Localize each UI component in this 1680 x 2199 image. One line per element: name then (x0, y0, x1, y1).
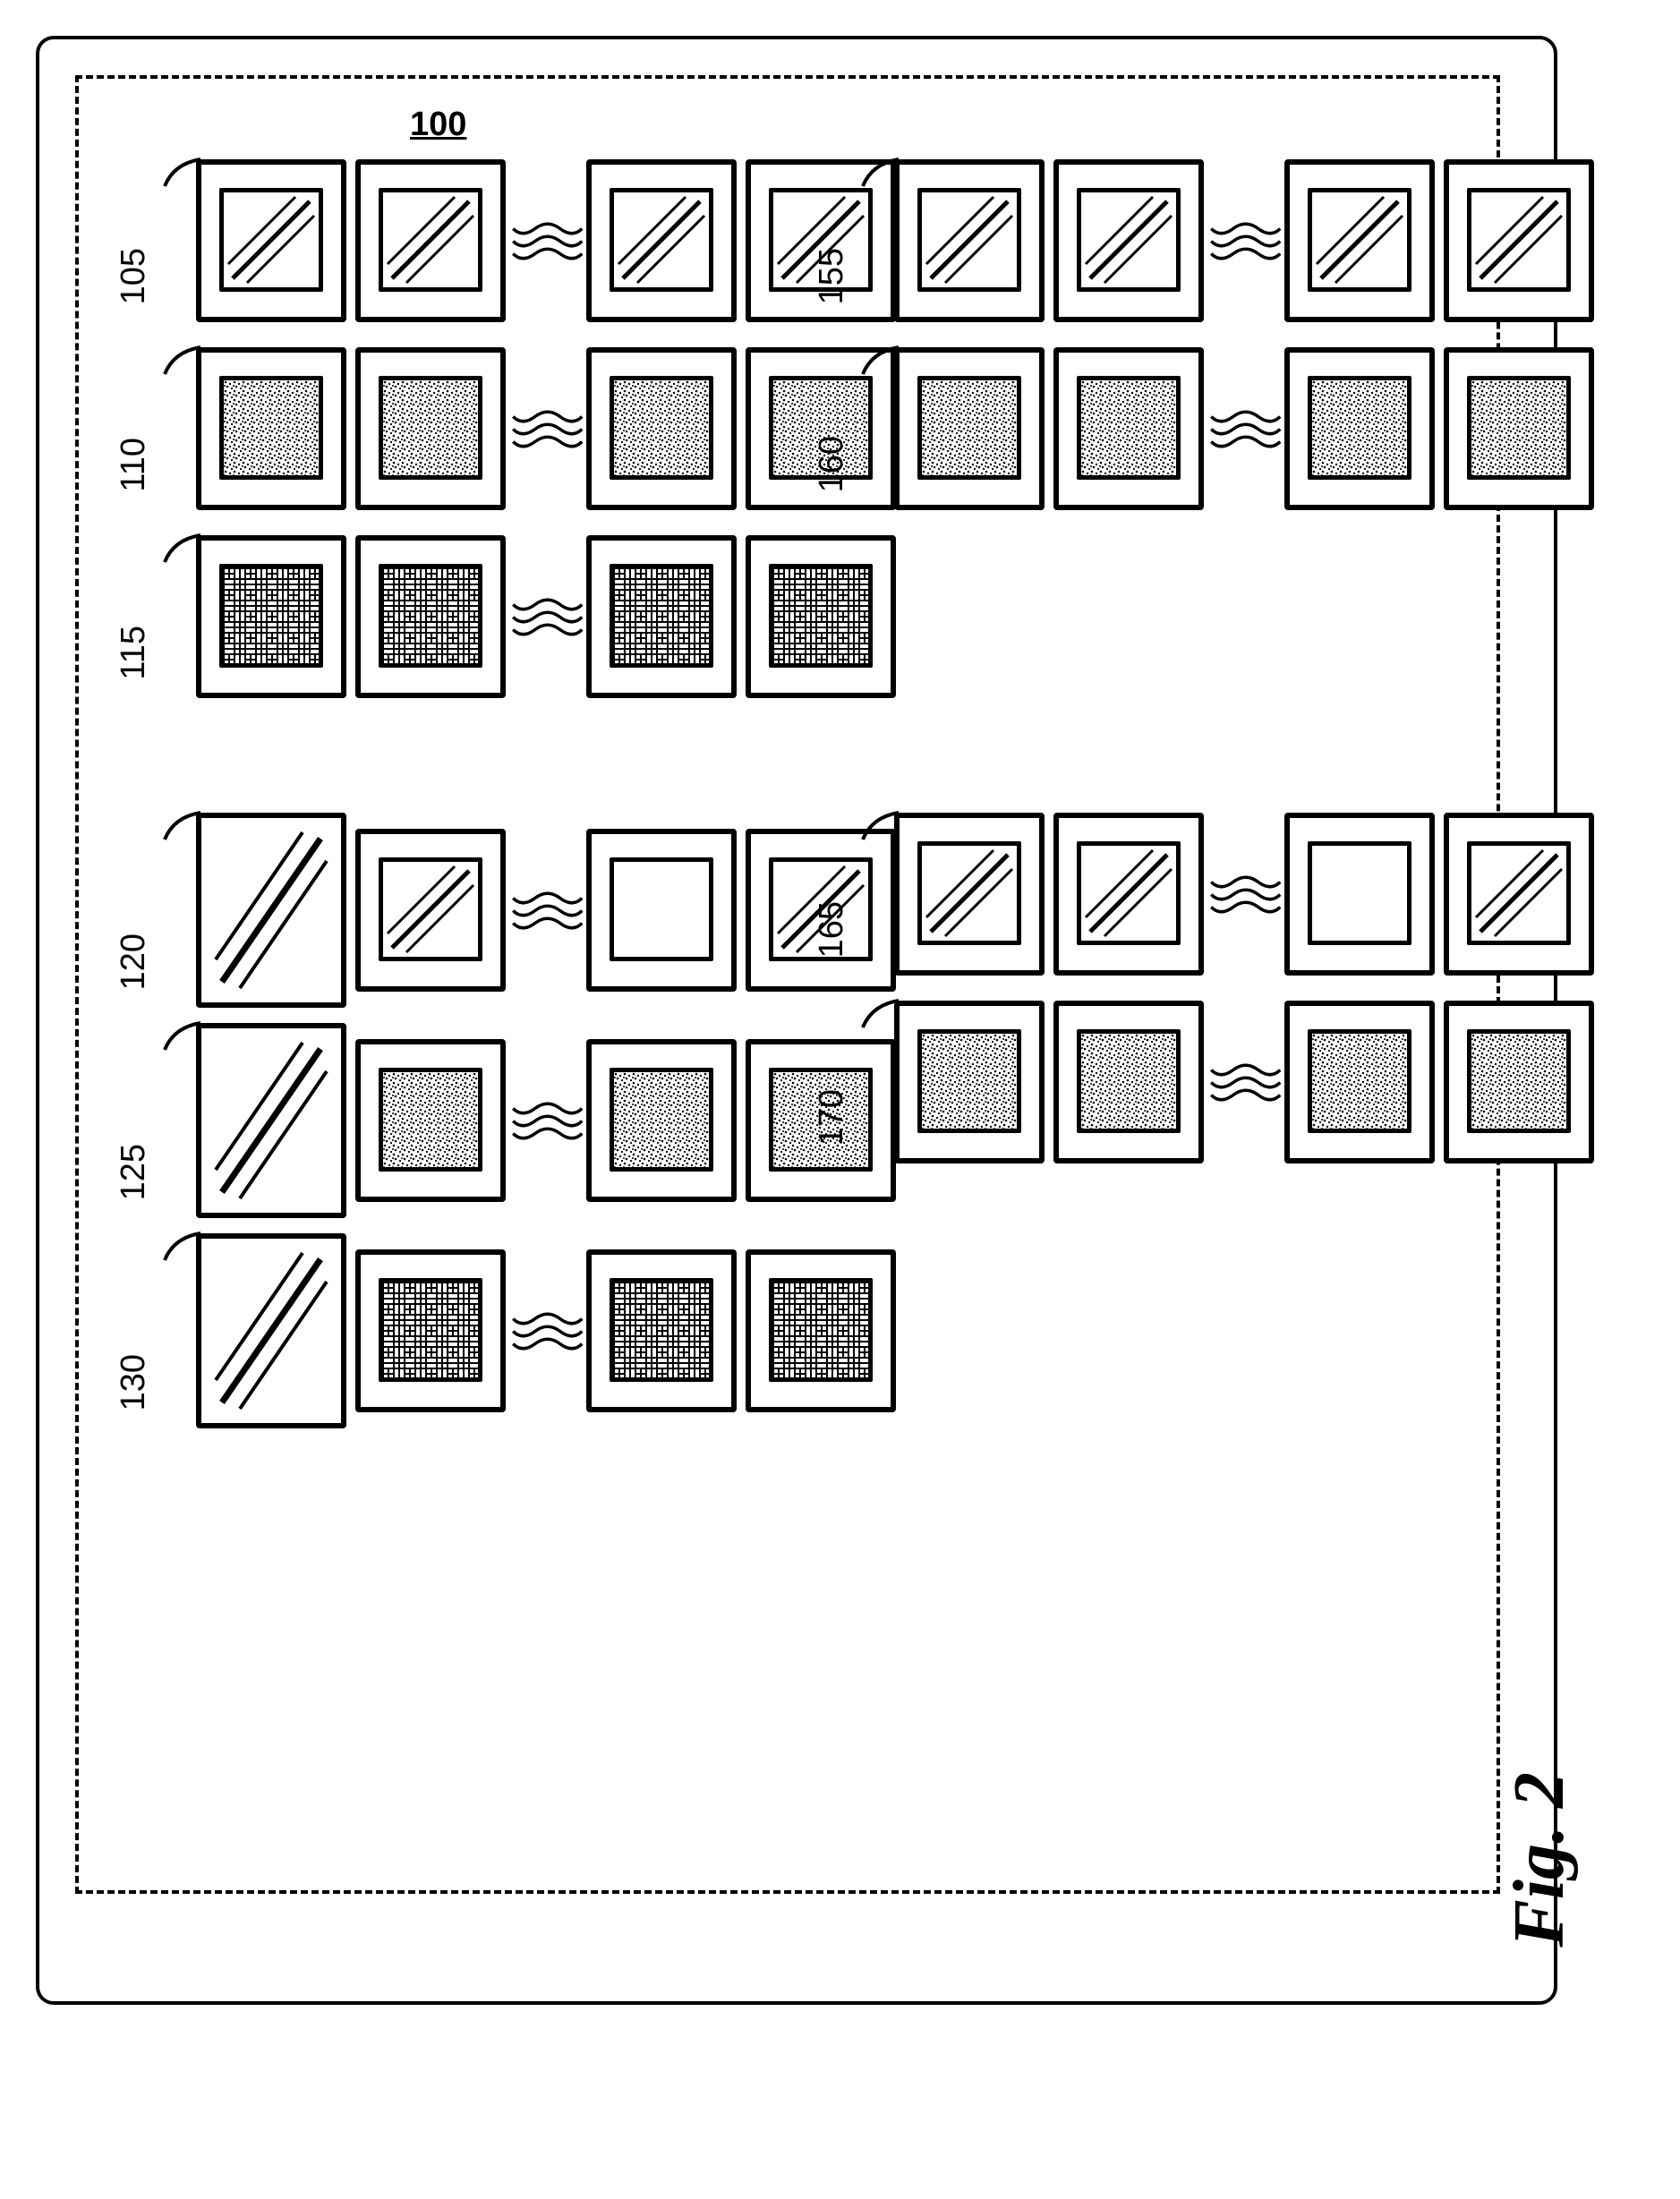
block (355, 159, 506, 322)
block (894, 1001, 1045, 1163)
block (1284, 813, 1435, 976)
block (355, 1039, 506, 1202)
steam-icon (1202, 1063, 1287, 1101)
steam-icon (504, 891, 589, 929)
block (355, 829, 506, 992)
block (1053, 813, 1204, 976)
row-170: 170 (813, 1001, 1594, 1163)
block (196, 347, 346, 510)
row-125: 125 (115, 1023, 896, 1218)
row-130: 130 (115, 1233, 896, 1428)
block (196, 813, 346, 1008)
row-165: 165 (813, 813, 1594, 976)
block (586, 535, 737, 698)
block (355, 535, 506, 698)
block (586, 347, 737, 510)
block (746, 1249, 896, 1412)
steam-icon (1202, 222, 1287, 260)
block (355, 1249, 506, 1412)
steam-icon (504, 1312, 589, 1350)
block (894, 813, 1045, 976)
block (1053, 159, 1204, 322)
steam-icon (504, 598, 589, 635)
block (746, 535, 896, 698)
ref-label: 110 (115, 438, 153, 492)
block (586, 829, 737, 992)
block (1444, 813, 1594, 976)
block (1284, 347, 1435, 510)
row-120: 120 (115, 813, 896, 1008)
block (1284, 159, 1435, 322)
steam-icon (1202, 875, 1287, 913)
block (1444, 1001, 1594, 1163)
steam-icon (1202, 410, 1287, 447)
steam-icon (504, 222, 589, 260)
block (894, 159, 1045, 322)
ref-label: 170 (813, 1089, 851, 1146)
block (196, 535, 346, 698)
block (586, 159, 737, 322)
steam-icon (504, 410, 589, 447)
block (586, 1039, 737, 1202)
block (196, 1023, 346, 1218)
row-155: 155 (813, 159, 1594, 322)
row-160: 160 (813, 347, 1594, 510)
ref-label: 125 (115, 1144, 153, 1200)
ref-label: 120 (115, 933, 153, 990)
row-115: 115 (115, 535, 896, 698)
section-label: 100 (410, 106, 466, 144)
block (196, 159, 346, 322)
ref-label: 160 (813, 436, 851, 492)
ref-label: 165 (813, 901, 851, 958)
figure-label: Fig. 2 (1499, 1772, 1581, 1948)
block (586, 1249, 737, 1412)
ref-label: 105 (115, 248, 153, 304)
block (1053, 1001, 1204, 1163)
ref-label: 115 (115, 626, 153, 680)
ref-label: 130 (115, 1354, 153, 1411)
block (894, 347, 1045, 510)
outer-frame: 100 105 (36, 36, 1557, 2005)
block (355, 347, 506, 510)
steam-icon (504, 1102, 589, 1139)
block (1284, 1001, 1435, 1163)
block (1444, 347, 1594, 510)
block (196, 1233, 346, 1428)
row-110: 110 (115, 347, 896, 510)
block (1053, 347, 1204, 510)
dashed-frame: 100 105 (75, 75, 1500, 1894)
block (1444, 159, 1594, 322)
ref-label: 155 (813, 248, 851, 304)
row-105: 105 (115, 159, 896, 322)
